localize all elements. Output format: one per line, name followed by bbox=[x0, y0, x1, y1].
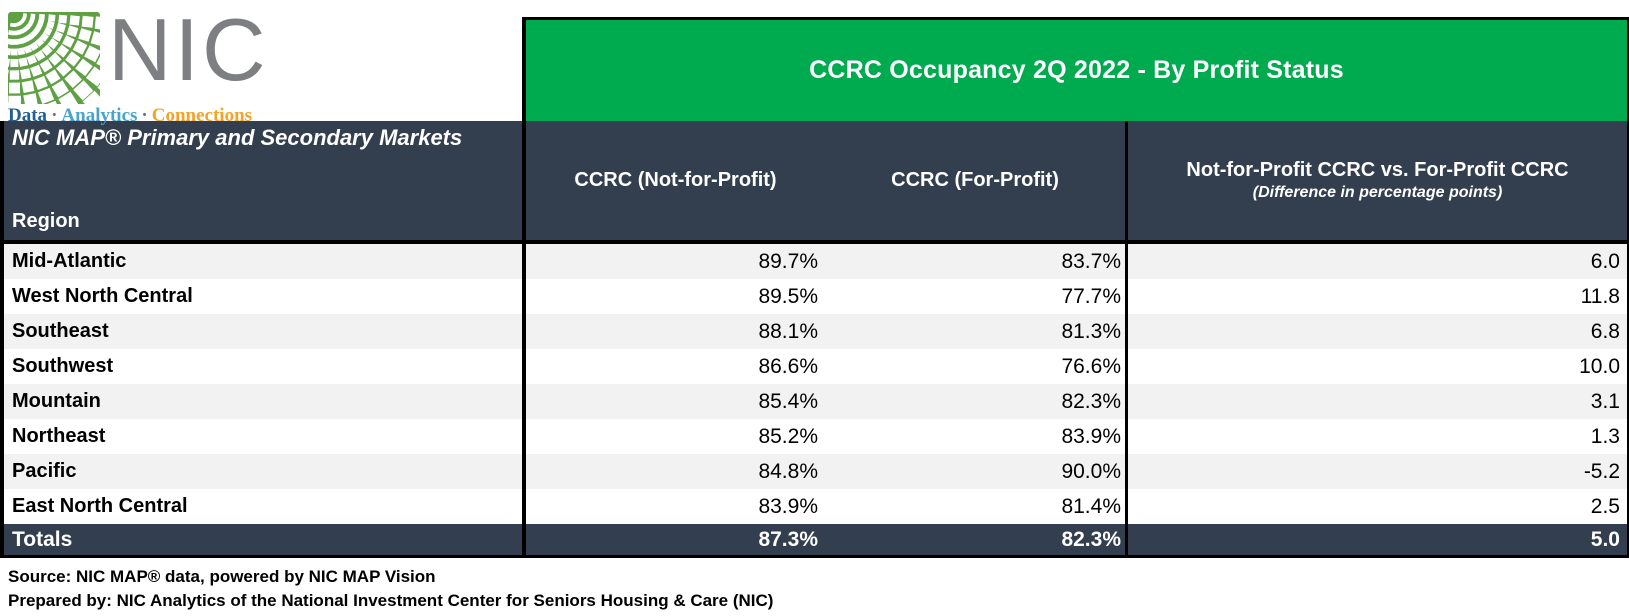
region-cell: Southeast bbox=[0, 314, 522, 349]
occupancy-table: NIC MAP® Primary and Secondary Markets R… bbox=[0, 121, 1629, 558]
table-title-banner: CCRC Occupancy 2Q 2022 - By Profit Statu… bbox=[522, 17, 1629, 121]
totals-not-for-profit-cell: 87.3% bbox=[522, 524, 825, 558]
tagline-data: Data bbox=[8, 105, 48, 126]
difference-column-title: Not-for-Profit CCRC vs. For-Profit CCRC bbox=[1186, 159, 1569, 181]
table-row: Southwest 86.6% 76.6% 10.0 bbox=[0, 349, 1629, 384]
not-for-profit-value-cell: 89.5% bbox=[522, 279, 825, 314]
nic-logo-top: NIC bbox=[8, 0, 508, 104]
region-column-label: Region bbox=[12, 210, 80, 232]
difference-value-cell: 3.1 bbox=[1125, 384, 1629, 419]
totals-difference-cell: 5.0 bbox=[1125, 524, 1629, 558]
table-row: East North Central 83.9% 81.4% 2.5 bbox=[0, 489, 1629, 524]
header-cell-difference: Not-for-Profit CCRC vs. For-Profit CCRC … bbox=[1125, 121, 1629, 244]
prepared-by-note: Prepared by: NIC Analytics of the Nation… bbox=[8, 591, 774, 610]
tagline-separator: · bbox=[141, 105, 148, 126]
table-title: CCRC Occupancy 2Q 2022 - By Profit Statu… bbox=[809, 56, 1344, 84]
not-for-profit-value-cell: 89.7% bbox=[522, 244, 825, 279]
tagline-separator: · bbox=[51, 105, 58, 126]
difference-value-cell: 2.5 bbox=[1125, 489, 1629, 524]
table-row: Mountain 85.4% 82.3% 3.1 bbox=[0, 384, 1629, 419]
for-profit-value-cell: 90.0% bbox=[1061, 459, 1121, 483]
region-cell: West North Central bbox=[0, 279, 522, 314]
for-profit-value-cell: 81.4% bbox=[1061, 494, 1121, 518]
table-row: Northeast 85.2% 83.9% 1.3 bbox=[0, 419, 1629, 454]
difference-value-cell: 6.0 bbox=[1125, 244, 1629, 279]
difference-value-cell: 11.8 bbox=[1125, 279, 1629, 314]
nic-logo-wordmark: NIC bbox=[108, 0, 269, 99]
not-for-profit-value-cell: 83.9% bbox=[522, 489, 825, 524]
tagline-analytics: Analytics bbox=[61, 105, 138, 126]
nic-logo-tagline: Data · Analytics · Connections bbox=[8, 105, 508, 127]
region-cell: Southwest bbox=[0, 349, 522, 384]
not-for-profit-value-cell: 84.8% bbox=[522, 454, 825, 489]
for-profit-value-cell: 83.9% bbox=[1061, 424, 1121, 448]
for-profit-value-cell: 77.7% bbox=[1061, 284, 1121, 308]
region-cell: Mid-Atlantic bbox=[0, 244, 522, 279]
totals-label-cell: Totals bbox=[0, 524, 522, 558]
table-body: Mid-Atlantic 89.7% 83.7% 6.0 West North … bbox=[0, 244, 1629, 524]
markets-label: NIC MAP® Primary and Secondary Markets bbox=[12, 125, 463, 150]
totals-for-profit-cell: 82.3% bbox=[825, 524, 1125, 558]
for-profit-value-cell: 81.3% bbox=[1061, 319, 1121, 343]
difference-value-cell: 6.8 bbox=[1125, 314, 1629, 349]
region-cell: East North Central bbox=[0, 489, 522, 524]
region-cell: Northeast bbox=[0, 419, 522, 454]
not-for-profit-value-cell: 85.4% bbox=[522, 384, 825, 419]
table-row: West North Central 89.5% 77.7% 11.8 bbox=[0, 279, 1629, 314]
region-cell: Pacific bbox=[0, 454, 522, 489]
difference-value-cell: -5.2 bbox=[1125, 454, 1629, 489]
header-cell-region: NIC MAP® Primary and Secondary Markets R… bbox=[0, 121, 522, 244]
header-cell-for-profit: CCRC (For-Profit) bbox=[825, 121, 1125, 244]
masthead: NIC Data · Analytics · Connections CCRC Occu… bbox=[0, 0, 1629, 126]
difference-column-subtitle: (Difference in percentage points) bbox=[1252, 184, 1503, 201]
nic-logo-mark-icon bbox=[8, 12, 100, 104]
not-for-profit-value-cell: 86.6% bbox=[522, 349, 825, 384]
for-profit-value-cell: 82.3% bbox=[1061, 389, 1121, 413]
nic-logo: NIC Data · Analytics · Connections bbox=[8, 0, 508, 127]
table-row: Mid-Atlantic 89.7% 83.7% 6.0 bbox=[0, 244, 1629, 279]
table-row: Pacific 84.8% 90.0% -5.2 bbox=[0, 454, 1629, 489]
region-cell: Mountain bbox=[0, 384, 522, 419]
totals-row: Totals 87.3% 82.3% 5.0 bbox=[0, 524, 1629, 558]
for-profit-value-cell: 76.6% bbox=[1061, 354, 1121, 378]
table-row: Southeast 88.1% 81.3% 6.8 bbox=[0, 314, 1629, 349]
source-note: Source: NIC MAP® data, powered by NIC MA… bbox=[8, 567, 436, 586]
header-cell-not-for-profit: CCRC (Not-for-Profit) bbox=[522, 121, 825, 244]
difference-value-cell: 10.0 bbox=[1125, 349, 1629, 384]
not-for-profit-value-cell: 88.1% bbox=[522, 314, 825, 349]
difference-value-cell: 1.3 bbox=[1125, 419, 1629, 454]
not-for-profit-value-cell: 85.2% bbox=[522, 419, 825, 454]
tagline-connections: Connections bbox=[151, 105, 253, 126]
footer: Source: NIC MAP® data, powered by NIC MA… bbox=[0, 558, 1629, 613]
table-header-row: NIC MAP® Primary and Secondary Markets R… bbox=[0, 121, 1629, 244]
for-profit-value-cell: 83.7% bbox=[1061, 249, 1121, 273]
